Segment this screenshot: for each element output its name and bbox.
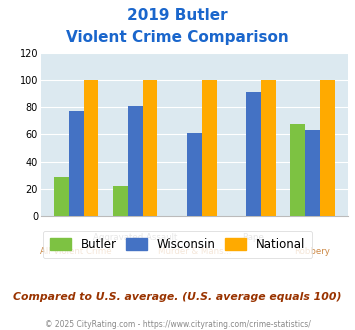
Text: Violent Crime Comparison: Violent Crime Comparison (66, 30, 289, 45)
Text: Rape: Rape (242, 233, 264, 242)
Text: Compared to U.S. average. (U.S. average equals 100): Compared to U.S. average. (U.S. average … (13, 292, 342, 302)
Bar (69, 111, 84, 216)
Bar (54, 177, 69, 216)
Bar (187, 133, 202, 216)
Bar (84, 80, 98, 216)
Text: 2019 Butler: 2019 Butler (127, 8, 228, 23)
Text: Murder & Mans...: Murder & Mans... (158, 247, 231, 256)
Text: © 2025 CityRating.com - https://www.cityrating.com/crime-statistics/: © 2025 CityRating.com - https://www.city… (45, 320, 310, 329)
Text: Robbery: Robbery (295, 247, 331, 256)
Bar (290, 124, 305, 216)
Bar (143, 80, 158, 216)
Bar (261, 80, 275, 216)
Bar (202, 80, 217, 216)
Bar (305, 130, 320, 216)
Bar (320, 80, 335, 216)
Bar (246, 92, 261, 216)
Text: Aggravated Assault: Aggravated Assault (93, 233, 178, 242)
Text: All Violent Crime: All Violent Crime (40, 247, 112, 256)
Bar (128, 106, 143, 216)
Bar (113, 186, 128, 216)
Legend: Butler, Wisconsin, National: Butler, Wisconsin, National (43, 231, 312, 258)
